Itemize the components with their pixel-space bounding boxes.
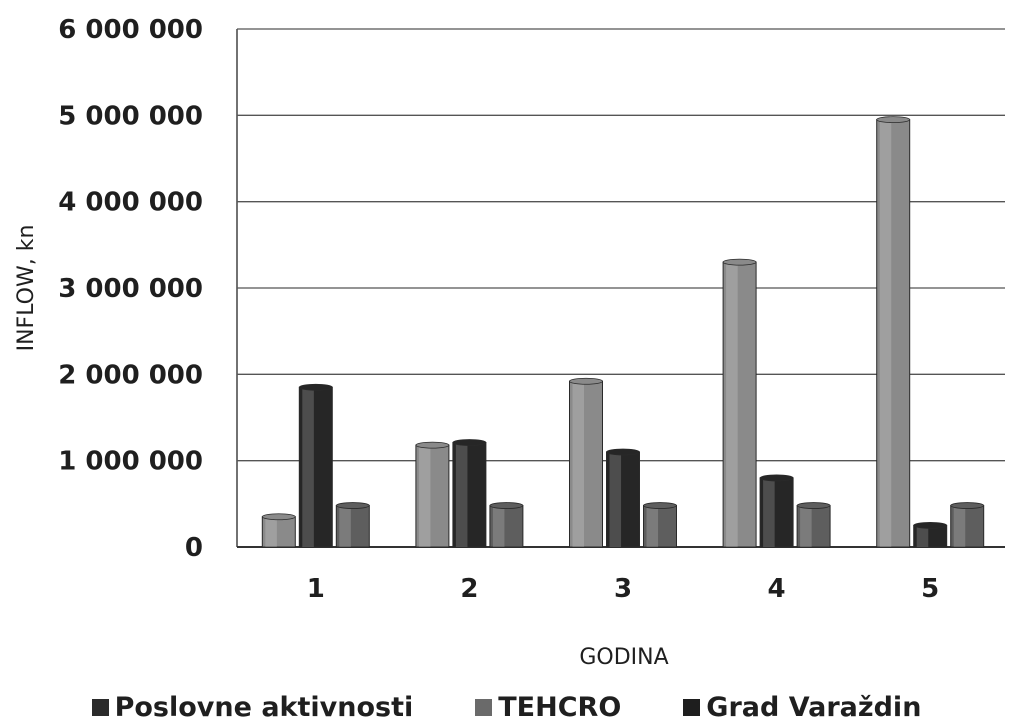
y-tick-label: 4 000 000 [58,188,203,218]
legend-swatch-tehcro [475,698,493,716]
bar-highlight [726,264,738,547]
bar-grad-vara-din-3 [643,505,677,548]
legend-item-grad-varazdin: Grad Varaždin [683,692,921,723]
bar-highlight [492,507,505,547]
bar-grad-vara-din-4 [796,505,831,548]
bar-grad-vara-din-1 [335,505,370,548]
bar-cap [261,513,296,521]
bar-poslovne-aktivnosti-1 [261,516,296,548]
legend-swatch-grad-varazdin [683,698,701,716]
bar-highlight [763,479,775,547]
bar-highlight [302,389,314,547]
legend-label-poslovne-aktivnosti: Poslovne aktivnosti [114,691,414,723]
bar-cap [298,383,333,391]
bar-cap [913,522,948,529]
bar-cap [950,502,985,509]
bar-cap [335,502,370,509]
bars [261,116,985,548]
bar-chart: 0 1 000 000 2 000 000 3 000 000 4 000 000 5 0… [14,15,1005,670]
bar-cap [643,502,677,509]
bar-highlight [455,444,468,547]
bar-highlight [339,507,351,547]
y-axis-title: INFLOW, kn [14,225,39,352]
bar-highlight [916,527,929,547]
bar-highlight [265,518,277,547]
bar-cap [569,377,603,385]
x-tick-label: 1 [307,574,325,604]
x-tick-label: 2 [460,574,478,604]
y-tick-label: 0 [185,533,203,563]
bar-tehcro-4 [759,477,794,548]
y-tick-label: 3 000 000 [58,274,203,304]
bar-highlight [609,454,622,547]
bar-cap [415,441,450,449]
bar-cap [796,502,831,509]
x-tick-label: 5 [921,574,939,604]
y-tick-label: 2 000 000 [58,360,203,390]
bar-highlight [800,507,812,547]
x-tick-label: 4 [768,574,786,604]
legend-item-poslovne-aktivnosti: Poslovne aktivnosti [91,691,414,723]
y-tick-label: 6 000 000 [58,15,203,45]
legend: Poslovne aktivnosti TEHCRO Grad Varaždin [0,691,1013,723]
bar-poslovne-aktivnosti-4 [722,261,757,548]
legend-label-tehcro: TEHCRO [498,691,622,723]
bar-cap [759,474,794,482]
y-tick-label: 1 000 000 [58,447,203,477]
y-axis-ticks: 0 1 000 000 2 000 000 3 000 000 4 000 000 5 0… [58,15,203,563]
bar-highlight [572,383,585,547]
bar-highlight [418,447,431,547]
bar-highlight [879,121,892,548]
x-tick-label: 3 [614,574,632,604]
bar-tehcro-3 [606,451,640,548]
bar-cap [606,448,640,456]
bar-cap [452,439,487,446]
bar-cap [489,502,524,509]
legend-item-tehcro: TEHCRO [475,692,621,723]
bar-highlight [646,507,659,547]
bar-highlight [953,507,966,547]
bar-tehcro-2 [452,442,487,548]
bar-cap [722,258,757,266]
bar-tehcro-1 [298,386,333,548]
bar-cap [876,116,911,124]
legend-swatch-poslovne-aktivnosti [91,698,109,716]
x-axis-title: GODINA [579,645,668,670]
bar-poslovne-aktivnosti-5 [876,119,911,548]
x-axis-ticks: 1 2 3 4 5 [307,574,939,604]
legend-label-grad-varazdin: Grad Varaždin [706,691,922,723]
y-tick-label: 5 000 000 [58,101,203,131]
